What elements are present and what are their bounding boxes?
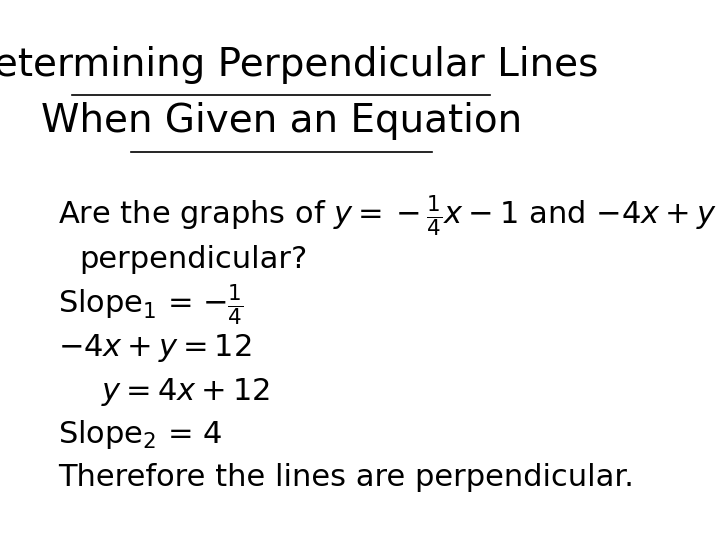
Text: $-4x + y = 12$: $-4x + y = 12$ [58, 332, 251, 365]
Text: $y = 4x + 12$: $y = 4x + 12$ [102, 375, 270, 408]
Text: Therefore the lines are perpendicular.: Therefore the lines are perpendicular. [58, 463, 634, 492]
Text: Are the graphs of $y = -\frac{1}{4}x - 1$ and $-4x + y = 12$: Are the graphs of $y = -\frac{1}{4}x - 1… [58, 193, 720, 239]
Text: perpendicular?: perpendicular? [79, 245, 307, 274]
Text: Slope$_1$ = $-\frac{1}{4}$: Slope$_1$ = $-\frac{1}{4}$ [58, 282, 243, 328]
Text: Determining Perpendicular Lines: Determining Perpendicular Lines [0, 46, 598, 84]
Text: When Given an Equation: When Given an Equation [41, 103, 522, 140]
Text: Slope$_2$ = 4: Slope$_2$ = 4 [58, 418, 222, 451]
